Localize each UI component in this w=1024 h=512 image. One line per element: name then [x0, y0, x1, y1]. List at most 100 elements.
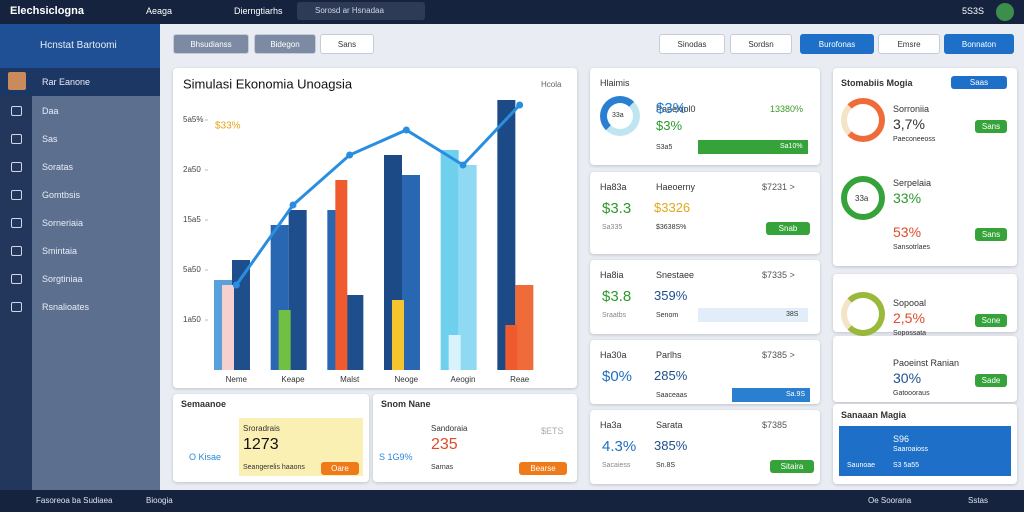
summary-note: Saaroaioss: [893, 446, 929, 453]
toolbar-button[interactable]: Bidegon: [254, 34, 316, 54]
sub-cards: Semaanoe Sroradrais 1273 O Kisae Seangerelis…: [173, 388, 577, 482]
metric-title: Ha83a: [600, 182, 627, 192]
metric-title: Ha3a: [600, 420, 622, 430]
metric-big: $3.8: [602, 288, 632, 305]
line-point: [459, 161, 467, 169]
sub-corner: $ETS: [541, 426, 564, 436]
progress: [698, 140, 808, 154]
metric-note: Sraatbs: [602, 312, 627, 319]
side-button[interactable]: Sans: [975, 120, 1007, 133]
bar: [505, 325, 518, 370]
metric-corner: $7231 >: [762, 182, 795, 192]
bar: [335, 180, 348, 370]
sub-note: Sarnas: [431, 464, 454, 471]
metric-label: Sarata: [656, 420, 683, 430]
menu-item[interactable]: Soratas: [42, 162, 74, 172]
menu-item[interactable]: Smintaia: [42, 246, 78, 256]
side-button[interactable]: Sans: [975, 228, 1007, 241]
metric-card: Ha83a Haeoerny $7231 > $3.3 $3326 Sa335 $3638S…: [590, 172, 820, 254]
avatar[interactable]: [996, 3, 1014, 21]
menu-icon: [11, 162, 22, 172]
metric-second: 285%: [654, 368, 688, 383]
toolbar-button[interactable]: Burofonas: [800, 34, 874, 54]
metric-title: Hlaimis: [600, 78, 630, 88]
toolbar-button[interactable]: Sans: [320, 34, 374, 54]
metric-button[interactable]: Sitaira: [770, 460, 814, 473]
sub-value: 235: [431, 436, 458, 453]
side-card: Stomabiis Mogia Saas Sorroniia 3,7% Paeconee…: [833, 68, 1017, 266]
side-label: Serpelaia: [893, 178, 932, 188]
side-cards: Stomabiis Mogia Saas Sorroniia 3,7% Paeconee…: [833, 68, 1017, 484]
sub-button[interactable]: Bearse: [519, 462, 567, 475]
footer: Fasoreoa ba Sudiaea Bioogia Oe Soorana S…: [0, 490, 1024, 512]
metric-card: Ha8ia Snestaee $7335 > $3.8 359% Sraatbs Senom…: [590, 260, 820, 334]
metric-label: Paeekiol0: [656, 104, 696, 114]
bar: [402, 175, 420, 370]
side-button[interactable]: Sade: [975, 374, 1007, 387]
line: [235, 103, 521, 286]
side-note: Sopossata: [893, 330, 927, 337]
y-tick-label: 5a50: [183, 265, 201, 274]
user-row[interactable]: Rar Eanone: [0, 68, 160, 96]
sidebar-menu: Daa Sas Soratas Gomtbsis Sorneriaia Smintaia S…: [0, 24, 160, 490]
menu-item[interactable]: Gomtbsis: [42, 190, 81, 200]
metric-second: 359%: [654, 288, 688, 303]
side-card: Sopooal 2,5% Sopossata Sone: [833, 274, 1017, 337]
summary-right: S3 5a55: [893, 462, 920, 469]
menu-item[interactable]: Sas: [42, 134, 58, 144]
menu-icon: [11, 274, 22, 284]
sub-button[interactable]: Oare: [321, 462, 359, 475]
bar: [288, 210, 307, 370]
chart-corner[interactable]: Hcola: [541, 80, 562, 89]
ring-label: 33a: [855, 194, 869, 203]
metric-button[interactable]: Snab: [766, 222, 810, 235]
metric-card: Ha3a Sarata $7385 4.3% 385% Sacaiess Sn.8S Sita…: [590, 410, 820, 484]
bar: [278, 310, 291, 370]
x-tick-label: Neoge: [395, 375, 419, 384]
bar-label: 38S: [786, 311, 799, 318]
toolbar-button[interactable]: Bhsudianss: [173, 34, 249, 54]
sub-card: Semaanoe Sroradrais 1273 O Kisae Seangerelis…: [173, 394, 369, 482]
menu[interactable]: Aeaga: [146, 6, 173, 16]
side-button[interactable]: Saas: [951, 76, 1007, 89]
chart-title: Simulasi Ekonomia Unoagsia: [183, 76, 353, 91]
side-button[interactable]: Sone: [975, 314, 1007, 327]
menu-item[interactable]: Daa: [42, 106, 59, 116]
toolbar-button[interactable]: Bonnaton: [944, 34, 1014, 54]
footer-text: Bioogia: [146, 496, 173, 505]
footer-text: Oe Soorana: [868, 496, 912, 505]
y-tick-label: 2a50: [183, 165, 201, 174]
menu-item[interactable]: Sorneriaia: [42, 218, 84, 228]
side-value: 33%: [893, 190, 922, 206]
metric-note: Sa335: [602, 224, 623, 231]
metric-big: 4.3%: [602, 438, 637, 455]
menu-item[interactable]: Sorgtiniaa: [42, 274, 83, 284]
footer-text: Sstas: [968, 496, 989, 505]
search-placeholder: Sorosd ar Hsnadaa: [315, 6, 384, 15]
ring: [841, 176, 885, 220]
user-id[interactable]: 5S3S: [962, 6, 985, 16]
bar-label: Sa.9S: [786, 391, 806, 398]
toolbar-button[interactable]: Sordsn: [730, 34, 792, 54]
summary-box: [839, 426, 1011, 476]
chart: Simulasi Ekonomia Unoagsia Hcola $33% 1a…: [183, 76, 562, 384]
side-value: 2,5%: [893, 310, 925, 326]
menu[interactable]: Dierngtiarhs: [234, 6, 283, 16]
metric-label: Parlhs: [656, 350, 682, 360]
side-note: Gatoooraus: [893, 390, 930, 397]
side-second: 53%: [893, 224, 922, 240]
toolbar-button[interactable]: Emsre: [878, 34, 940, 54]
ring-label: 33a: [612, 112, 624, 119]
top-bar: Elechsiclogna Aeaga Dierngtiarhs Sorosd …: [0, 0, 1024, 24]
toolbar-button[interactable]: Sinodas: [659, 34, 725, 54]
progress: [698, 308, 808, 322]
side-value: 3,7%: [893, 116, 925, 132]
search-box[interactable]: Sorosd ar Hsnadaa: [297, 2, 425, 20]
metric-big: $3.3: [602, 200, 632, 217]
bar: [515, 285, 534, 370]
menu-item[interactable]: Rsnalioates: [42, 302, 90, 312]
metric-note: Sacaiess: [602, 462, 631, 469]
metric-second: $3326: [654, 200, 691, 215]
brand[interactable]: Elechsiclogna: [10, 5, 84, 17]
metric-corner: $7335 >: [762, 270, 795, 280]
